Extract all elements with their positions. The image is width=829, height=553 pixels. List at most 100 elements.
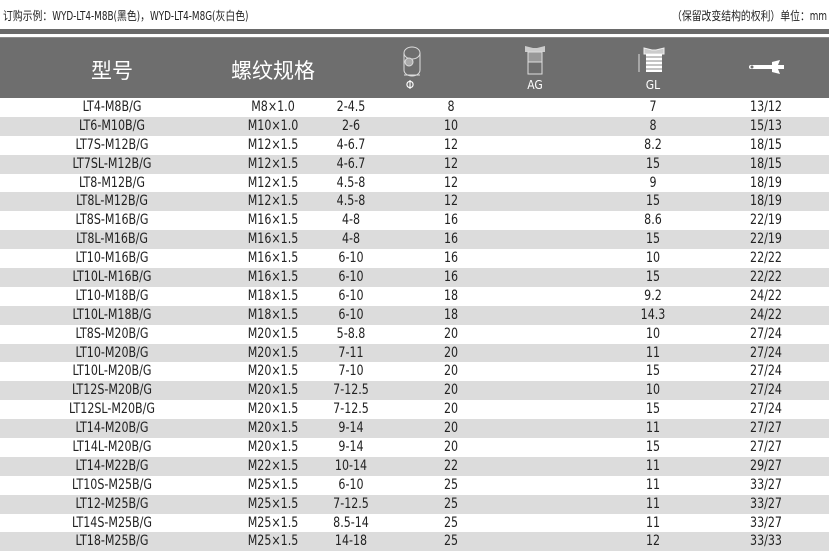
cell-thread: M20×1.5 — [247, 325, 299, 342]
cell-phi: 16 — [443, 250, 459, 267]
table-row: LT10-M18B/G M18×1.5 6-10 18 9.2 24/22 — [0, 287, 829, 306]
cell-gl: 15 — [645, 155, 661, 172]
table-row: LT12-M25B/G M25×1.5 7-12.5 25 11 33/27 — [0, 494, 829, 514]
cell-thread: M25×1.5 — [247, 476, 299, 493]
cell-phi: 25 — [443, 533, 459, 550]
table-row: LT8S-M20B/G M20×1.5 5-8.8 20 10 27/24 — [0, 325, 829, 344]
cell-phi: 25 — [443, 514, 459, 531]
cell-phi: 8 — [447, 99, 455, 115]
cell-wrench: 22/22 — [750, 269, 782, 286]
cell-thread: M8×1.0 — [251, 99, 295, 115]
cell-range: 7-11 — [338, 344, 364, 361]
header-model: 型号 — [91, 59, 133, 83]
table-row: LT8S-M16B/G M16×1.5 4-8 16 8.6 22/19 — [0, 211, 829, 230]
cell-model: LT7S-M12B/G — [75, 136, 149, 153]
table-row: LT18-M25B/G M25×1.5 14-18 25 12 33/33 — [0, 532, 829, 552]
cell-model: LT10-M18B/G — [75, 287, 149, 304]
cell-thread: M16×1.5 — [247, 269, 299, 286]
cell-model: LT12S-M20B/G — [72, 382, 152, 399]
cell-model: LT12SL-M20B/G — [69, 401, 155, 418]
cell-phi: 16 — [443, 212, 459, 229]
cell-range: 7-12.5 — [333, 401, 369, 418]
cell-wrench: 22/19 — [750, 212, 782, 229]
cell-gl: 15 — [645, 363, 661, 380]
cell-model: LT6-M10B/G — [79, 117, 145, 134]
cell-gl: 15 — [645, 439, 661, 456]
cell-thread: M12×1.5 — [247, 174, 299, 191]
cell-phi: 12 — [443, 136, 459, 153]
cell-model: LT10L-M20B/G — [72, 363, 152, 380]
cell-range: 4-6.7 — [336, 155, 366, 172]
table-header: 型号 螺纹规格 Φ AG GL — [0, 37, 829, 98]
cell-range: 8.5-14 — [333, 514, 369, 531]
cell-gl: 10 — [645, 250, 661, 267]
cell-model: LT18-M25B/G — [75, 533, 149, 550]
cell-phi: 16 — [443, 231, 459, 248]
cell-phi: 22 — [443, 457, 459, 474]
cell-wrench: 13/12 — [750, 99, 782, 115]
cell-range: 5-8.8 — [336, 325, 366, 342]
table-row: LT8L-M12B/G M12×1.5 4.5-8 12 15 18/19 — [0, 192, 829, 212]
cell-phi: 20 — [443, 420, 459, 437]
cell-gl: 9.2 — [644, 287, 662, 304]
cell-range: 14-18 — [334, 533, 368, 550]
cell-phi: 18 — [443, 306, 459, 323]
table-row: LT10L-M18B/G M18×1.5 6-10 18 14.3 24/22 — [0, 305, 829, 325]
cell-thread: M20×1.5 — [247, 363, 299, 380]
cell-gl: 11 — [645, 514, 661, 531]
cell-thread: M22×1.5 — [247, 457, 299, 474]
cell-model: LT8L-M12B/G — [76, 193, 148, 210]
cell-range: 9-14 — [338, 420, 364, 437]
cell-thread: M25×1.5 — [247, 495, 299, 512]
table-row: LT10L-M16B/G M16×1.5 6-10 16 15 22/22 — [0, 268, 829, 287]
cell-model: LT8S-M16B/G — [75, 212, 149, 229]
cell-range: 2-6 — [341, 117, 361, 134]
nut-ag-icon — [525, 46, 545, 75]
cell-range: 4.5-8 — [336, 174, 366, 191]
cell-wrench: 27/24 — [750, 382, 782, 399]
cell-wrench: 27/27 — [750, 439, 782, 456]
header-phi: Φ — [405, 78, 415, 92]
cell-model: LT10-M20B/G — [75, 344, 149, 361]
cell-gl: 15 — [645, 401, 661, 418]
cell-phi: 20 — [443, 401, 459, 418]
cell-range: 4-6.7 — [336, 136, 366, 153]
cell-gl: 15 — [645, 231, 661, 248]
cell-gl: 8.6 — [644, 212, 662, 229]
cell-phi: 18 — [443, 287, 459, 304]
cell-range: 10-14 — [334, 457, 368, 474]
cell-thread: M12×1.5 — [247, 136, 299, 153]
cell-model: LT4-M8B/G — [82, 99, 142, 115]
table-row: LT10-M16B/G M16×1.5 6-10 16 10 22/22 — [0, 249, 829, 268]
header-ag: AG — [527, 78, 543, 92]
table-row: LT7SL-M12B/G M12×1.5 4-6.7 12 15 18/15 — [0, 154, 829, 174]
cell-gl: 11 — [645, 476, 661, 493]
cell-wrench: 33/27 — [750, 514, 782, 531]
cell-gl: 11 — [645, 420, 661, 437]
cell-range: 6-10 — [338, 287, 364, 304]
cell-model: LT14S-M25B/G — [72, 514, 152, 531]
table-row: LT14-M20B/G M20×1.5 9-14 20 11 27/27 — [0, 419, 829, 439]
table-row: LT10-M20B/G M20×1.5 7-11 20 11 27/24 — [0, 343, 829, 363]
cell-thread: M18×1.5 — [247, 287, 299, 304]
cell-range: 6-10 — [338, 269, 364, 286]
cell-model: LT10S-M25B/G — [72, 476, 152, 493]
cell-phi: 12 — [443, 155, 459, 172]
cell-wrench: 29/27 — [750, 457, 782, 474]
cell-phi: 20 — [443, 344, 459, 361]
header-thread: 螺纹规格 — [231, 59, 315, 83]
cell-wrench: 27/27 — [750, 420, 782, 437]
cell-model: LT14-M20B/G — [75, 420, 149, 437]
top-notes: 订购示例：WYD-LT4-M8B(黑色)，WYD-LT4-M8G(灰白色) （保… — [0, 0, 829, 28]
cell-wrench: 33/33 — [750, 533, 782, 550]
cell-gl: 8.2 — [644, 136, 662, 153]
cell-thread: M20×1.5 — [247, 382, 299, 399]
cell-range: 6-10 — [338, 476, 364, 493]
cell-thread: M20×1.5 — [247, 344, 299, 361]
table-row: LT10S-M25B/G M25×1.5 6-10 25 11 33/27 — [0, 476, 829, 495]
cell-gl: 15 — [645, 193, 661, 210]
table-row: LT6-M10B/G M10×1.0 2-6 10 8 15/13 — [0, 116, 829, 136]
cell-wrench: 24/22 — [750, 306, 782, 323]
cell-gl: 12 — [645, 533, 661, 550]
cell-model: LT14L-M20B/G — [72, 439, 152, 456]
